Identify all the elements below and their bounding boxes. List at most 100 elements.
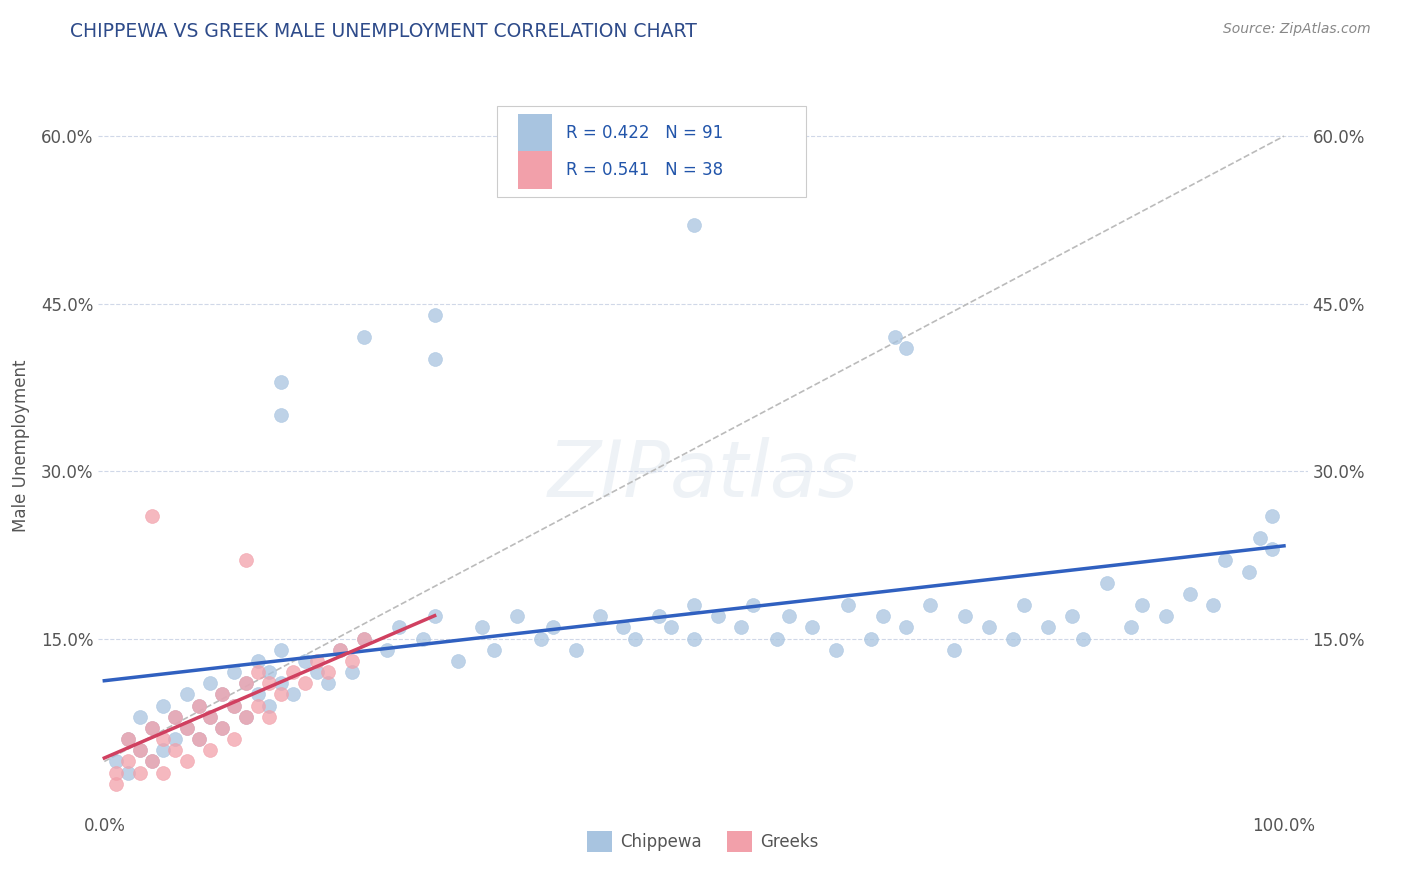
FancyBboxPatch shape <box>517 151 553 189</box>
Point <box>896 341 918 355</box>
Point <box>141 755 163 769</box>
Point <box>942 642 965 657</box>
Point <box>423 352 446 367</box>
Point <box>1036 620 1059 634</box>
Point <box>648 609 671 624</box>
Point <box>235 710 257 724</box>
Point <box>329 642 352 657</box>
Point <box>683 219 706 233</box>
Point <box>235 710 257 724</box>
Point <box>222 665 245 680</box>
Point <box>152 698 174 713</box>
Point <box>246 698 269 713</box>
Point <box>340 665 363 680</box>
Point <box>270 409 292 423</box>
Point <box>977 620 1000 634</box>
Point <box>235 553 257 567</box>
FancyBboxPatch shape <box>517 114 553 153</box>
Point <box>920 598 942 612</box>
Point <box>152 732 174 747</box>
Legend: Chippewa, Greeks: Chippewa, Greeks <box>581 824 825 858</box>
Y-axis label: Male Unemployment: Male Unemployment <box>11 359 30 533</box>
Point <box>211 721 233 735</box>
Point <box>482 642 505 657</box>
Point <box>353 632 375 646</box>
Point <box>222 698 245 713</box>
Point <box>860 632 883 646</box>
Point <box>235 676 257 690</box>
Point <box>353 330 375 344</box>
Point <box>541 620 564 634</box>
Point <box>152 743 174 757</box>
Point <box>176 688 198 702</box>
Point <box>742 598 765 612</box>
Point <box>683 598 706 612</box>
Point <box>246 665 269 680</box>
Point <box>222 698 245 713</box>
Point <box>318 665 340 680</box>
Point <box>128 710 150 724</box>
Text: CHIPPEWA VS GREEK MALE UNEMPLOYMENT CORRELATION CHART: CHIPPEWA VS GREEK MALE UNEMPLOYMENT CORR… <box>70 22 697 41</box>
Point <box>141 721 163 735</box>
Point <box>1261 508 1284 523</box>
Point <box>270 375 292 389</box>
Text: ZIPatlas: ZIPatlas <box>547 437 859 513</box>
Point <box>176 755 198 769</box>
Point <box>235 676 257 690</box>
Point <box>589 609 612 624</box>
Point <box>659 620 682 634</box>
Text: R = 0.422   N = 91: R = 0.422 N = 91 <box>567 124 724 142</box>
Point <box>801 620 824 634</box>
Point <box>305 665 328 680</box>
Point <box>165 743 187 757</box>
Point <box>353 632 375 646</box>
Point <box>152 765 174 780</box>
Point <box>200 676 222 690</box>
Point <box>1249 531 1271 545</box>
Point <box>200 710 222 724</box>
Point <box>176 721 198 735</box>
Point <box>128 765 150 780</box>
Point <box>412 632 434 646</box>
Point <box>200 710 222 724</box>
Point <box>896 620 918 634</box>
Point <box>1154 609 1177 624</box>
Point <box>1178 587 1201 601</box>
Point <box>222 732 245 747</box>
Point <box>824 642 846 657</box>
Point <box>176 721 198 735</box>
Point <box>165 710 187 724</box>
Text: Source: ZipAtlas.com: Source: ZipAtlas.com <box>1223 22 1371 37</box>
Point <box>447 654 470 668</box>
Point <box>211 688 233 702</box>
Point <box>565 642 588 657</box>
Point <box>211 688 233 702</box>
Point <box>187 732 209 747</box>
Point <box>318 676 340 690</box>
Point <box>187 698 209 713</box>
Point <box>955 609 977 624</box>
Point <box>270 642 292 657</box>
Point <box>105 765 128 780</box>
Point <box>294 654 316 668</box>
Point <box>165 710 187 724</box>
Point <box>706 609 728 624</box>
Point <box>281 688 304 702</box>
Point <box>117 732 139 747</box>
Point <box>270 688 292 702</box>
Point <box>1261 542 1284 557</box>
Point <box>259 665 281 680</box>
Point <box>530 632 553 646</box>
Point <box>246 688 269 702</box>
Point <box>329 642 352 657</box>
Point <box>883 330 905 344</box>
FancyBboxPatch shape <box>498 106 806 197</box>
Point <box>259 676 281 690</box>
Text: R = 0.541   N = 38: R = 0.541 N = 38 <box>567 161 724 179</box>
Point <box>141 508 163 523</box>
Point <box>683 632 706 646</box>
Point <box>471 620 494 634</box>
Point <box>200 743 222 757</box>
Point <box>246 654 269 668</box>
Point <box>872 609 894 624</box>
